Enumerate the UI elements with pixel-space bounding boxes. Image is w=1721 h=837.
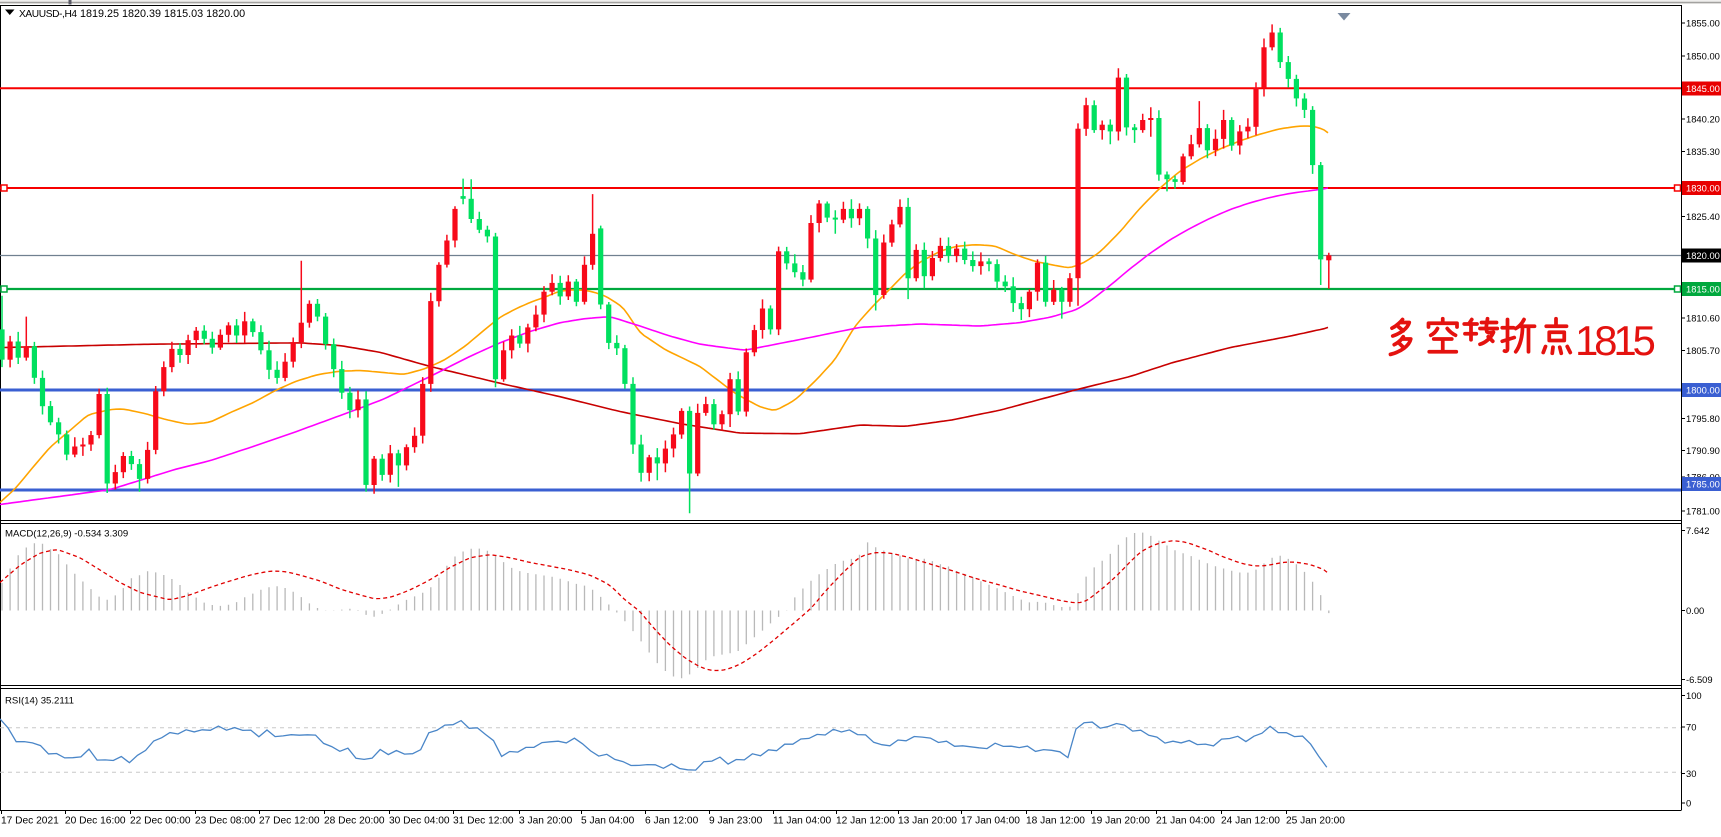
svg-text:20 Dec 16:00: 20 Dec 16:00 <box>65 816 126 827</box>
svg-text:6 Jan 12:00: 6 Jan 12:00 <box>645 816 699 827</box>
svg-text:13 Jan 20:00: 13 Jan 20:00 <box>898 816 957 827</box>
svg-text:27 Dec 12:00: 27 Dec 12:00 <box>259 816 320 827</box>
svg-text:12 Jan 12:00: 12 Jan 12:00 <box>836 816 895 827</box>
svg-text:3 Jan 20:00: 3 Jan 20:00 <box>519 816 573 827</box>
svg-text:22 Dec 00:00: 22 Dec 00:00 <box>130 816 191 827</box>
svg-text:30: 30 <box>1686 768 1696 779</box>
svg-text:28 Dec 20:00: 28 Dec 20:00 <box>324 816 385 827</box>
svg-text:1825.40: 1825.40 <box>1686 211 1720 222</box>
svg-text:1850.00: 1850.00 <box>1686 51 1720 62</box>
svg-text:17 Dec 2021: 17 Dec 2021 <box>1 816 59 827</box>
svg-text:100: 100 <box>1686 690 1702 701</box>
svg-text:5 Jan 04:00: 5 Jan 04:00 <box>581 816 635 827</box>
svg-text:31 Dec 12:00: 31 Dec 12:00 <box>453 816 514 827</box>
svg-text:30 Dec 04:00: 30 Dec 04:00 <box>389 816 450 827</box>
svg-text:1840.20: 1840.20 <box>1686 114 1720 125</box>
svg-text:1835.30: 1835.30 <box>1686 146 1720 157</box>
svg-text:9 Jan 23:00: 9 Jan 23:00 <box>709 816 763 827</box>
svg-text:1810.60: 1810.60 <box>1686 313 1720 324</box>
svg-text:7.642: 7.642 <box>1686 525 1709 536</box>
svg-text:21 Jan 04:00: 21 Jan 04:00 <box>1156 816 1215 827</box>
svg-text:XAUUSD-,H4: XAUUSD-,H4 <box>19 9 77 20</box>
svg-text:1830.00: 1830.00 <box>1686 183 1720 194</box>
svg-text:0.00: 0.00 <box>1686 605 1704 616</box>
svg-text:25 Jan 20:00: 25 Jan 20:00 <box>1286 816 1345 827</box>
svg-text:23 Dec 08:00: 23 Dec 08:00 <box>195 816 256 827</box>
svg-text:0: 0 <box>1686 798 1691 809</box>
svg-text:1781.00: 1781.00 <box>1686 506 1720 517</box>
svg-text:1820.00: 1820.00 <box>1686 250 1720 261</box>
svg-text:1845.00: 1845.00 <box>1686 83 1720 94</box>
svg-text:19 Jan 20:00: 19 Jan 20:00 <box>1091 816 1150 827</box>
svg-text:1800.00: 1800.00 <box>1686 385 1720 396</box>
svg-text:1815.00: 1815.00 <box>1686 284 1720 295</box>
svg-text:11 Jan 04:00: 11 Jan 04:00 <box>773 816 831 827</box>
svg-text:MACD(12,26,9) -0.534 3.309: MACD(12,26,9) -0.534 3.309 <box>5 529 128 540</box>
svg-text:-6.509: -6.509 <box>1686 674 1713 685</box>
svg-text:RSI(14) 35.2111: RSI(14) 35.2111 <box>5 696 74 707</box>
svg-text:1790.90: 1790.90 <box>1686 445 1720 456</box>
svg-text:1805.70: 1805.70 <box>1686 345 1720 356</box>
svg-text:1795.80: 1795.80 <box>1686 413 1720 424</box>
svg-text:24 Jan 12:00: 24 Jan 12:00 <box>1221 816 1280 827</box>
svg-text:1815: 1815 <box>1575 317 1654 364</box>
svg-text:1819.25 1820.39 1815.03 1820.0: 1819.25 1820.39 1815.03 1820.00 <box>80 8 245 20</box>
svg-text:1785.00: 1785.00 <box>1686 479 1720 490</box>
svg-text:17 Jan 04:00: 17 Jan 04:00 <box>961 816 1020 827</box>
svg-text:18 Jan 12:00: 18 Jan 12:00 <box>1026 816 1085 827</box>
svg-text:70: 70 <box>1686 722 1696 733</box>
svg-text:1855.00: 1855.00 <box>1686 18 1720 29</box>
